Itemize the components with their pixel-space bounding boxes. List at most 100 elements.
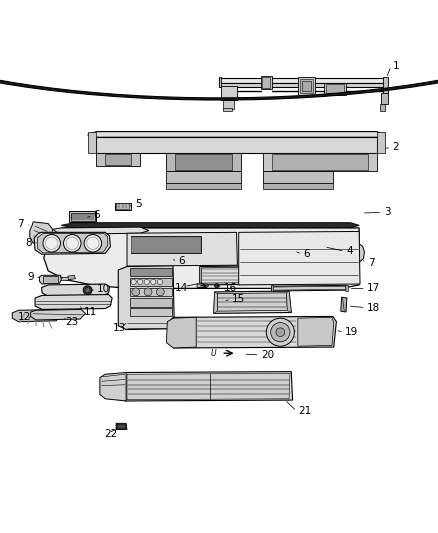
Polygon shape bbox=[12, 310, 62, 322]
Polygon shape bbox=[352, 243, 364, 262]
Polygon shape bbox=[157, 259, 182, 263]
Polygon shape bbox=[326, 84, 344, 93]
Text: 17: 17 bbox=[367, 284, 380, 293]
Text: 6: 6 bbox=[303, 249, 310, 259]
Polygon shape bbox=[221, 86, 237, 100]
Polygon shape bbox=[166, 154, 241, 171]
Circle shape bbox=[87, 237, 99, 249]
Polygon shape bbox=[298, 77, 315, 95]
Polygon shape bbox=[88, 132, 96, 152]
Circle shape bbox=[43, 235, 60, 252]
Polygon shape bbox=[130, 268, 172, 276]
Circle shape bbox=[144, 288, 152, 296]
Text: 20: 20 bbox=[261, 350, 274, 360]
Circle shape bbox=[132, 288, 140, 296]
Polygon shape bbox=[88, 132, 385, 138]
Polygon shape bbox=[42, 284, 110, 296]
Polygon shape bbox=[127, 232, 237, 266]
Polygon shape bbox=[43, 276, 58, 282]
Text: 16: 16 bbox=[223, 282, 237, 293]
Polygon shape bbox=[118, 265, 174, 329]
Polygon shape bbox=[116, 423, 127, 430]
Polygon shape bbox=[53, 227, 149, 234]
Text: 7: 7 bbox=[368, 258, 374, 268]
Polygon shape bbox=[125, 372, 293, 401]
Circle shape bbox=[157, 279, 162, 285]
Text: 6: 6 bbox=[94, 210, 100, 220]
Polygon shape bbox=[272, 285, 347, 291]
Polygon shape bbox=[286, 291, 291, 312]
Polygon shape bbox=[217, 293, 287, 311]
Text: 3: 3 bbox=[384, 207, 390, 217]
Polygon shape bbox=[261, 76, 272, 89]
Polygon shape bbox=[345, 285, 348, 292]
Polygon shape bbox=[96, 154, 140, 166]
Polygon shape bbox=[61, 277, 71, 280]
Text: 6: 6 bbox=[179, 256, 185, 266]
Polygon shape bbox=[166, 183, 241, 189]
Polygon shape bbox=[0, 38, 438, 100]
Polygon shape bbox=[100, 373, 126, 401]
Polygon shape bbox=[117, 424, 126, 429]
Circle shape bbox=[156, 288, 164, 296]
Polygon shape bbox=[131, 236, 201, 253]
Circle shape bbox=[215, 284, 219, 288]
Circle shape bbox=[84, 235, 102, 252]
Polygon shape bbox=[223, 100, 234, 109]
Polygon shape bbox=[68, 275, 75, 280]
Polygon shape bbox=[166, 317, 196, 348]
Text: 10: 10 bbox=[97, 284, 110, 294]
Text: 7: 7 bbox=[17, 219, 23, 229]
Polygon shape bbox=[324, 83, 346, 95]
Polygon shape bbox=[380, 104, 385, 111]
Polygon shape bbox=[127, 374, 290, 400]
Polygon shape bbox=[272, 155, 368, 170]
Polygon shape bbox=[34, 232, 110, 254]
Polygon shape bbox=[116, 204, 129, 209]
Polygon shape bbox=[130, 278, 172, 286]
Polygon shape bbox=[69, 211, 96, 222]
Text: 21: 21 bbox=[298, 406, 311, 416]
Polygon shape bbox=[245, 233, 359, 239]
Text: 1: 1 bbox=[392, 61, 399, 71]
Circle shape bbox=[64, 235, 81, 252]
Polygon shape bbox=[300, 79, 313, 93]
Circle shape bbox=[85, 287, 90, 293]
Polygon shape bbox=[61, 223, 359, 228]
Polygon shape bbox=[130, 298, 172, 307]
Text: 14: 14 bbox=[175, 282, 188, 293]
Polygon shape bbox=[377, 132, 385, 152]
Text: 22: 22 bbox=[104, 429, 117, 439]
Polygon shape bbox=[262, 77, 270, 88]
Polygon shape bbox=[381, 93, 388, 104]
Text: 8: 8 bbox=[25, 238, 32, 248]
Polygon shape bbox=[157, 252, 182, 257]
Circle shape bbox=[131, 279, 136, 285]
Polygon shape bbox=[284, 234, 311, 246]
Polygon shape bbox=[130, 287, 172, 296]
Polygon shape bbox=[155, 258, 184, 264]
Polygon shape bbox=[201, 267, 284, 283]
Polygon shape bbox=[239, 231, 360, 285]
Polygon shape bbox=[166, 171, 241, 183]
Polygon shape bbox=[39, 275, 61, 284]
Circle shape bbox=[271, 322, 290, 342]
Text: 23: 23 bbox=[65, 317, 78, 327]
Polygon shape bbox=[214, 291, 291, 313]
Polygon shape bbox=[302, 81, 311, 91]
Circle shape bbox=[46, 237, 58, 249]
Polygon shape bbox=[44, 228, 359, 288]
Text: 12: 12 bbox=[18, 312, 31, 322]
Polygon shape bbox=[219, 78, 385, 84]
Text: 2: 2 bbox=[392, 142, 399, 152]
Polygon shape bbox=[223, 108, 232, 111]
Text: 4: 4 bbox=[346, 246, 353, 256]
Polygon shape bbox=[263, 154, 377, 171]
Polygon shape bbox=[200, 265, 286, 285]
Polygon shape bbox=[237, 232, 324, 239]
Polygon shape bbox=[175, 155, 232, 170]
Polygon shape bbox=[219, 84, 385, 87]
Polygon shape bbox=[219, 77, 221, 87]
Circle shape bbox=[83, 286, 92, 295]
Polygon shape bbox=[263, 183, 333, 189]
